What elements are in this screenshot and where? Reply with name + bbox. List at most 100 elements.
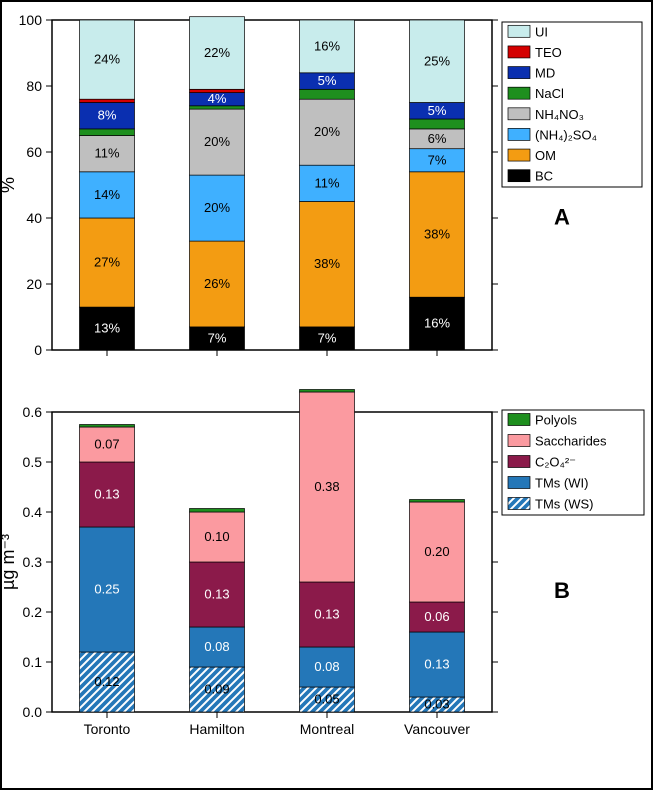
legend-label: TMs (WI) xyxy=(535,476,588,491)
bar-value-label: 26% xyxy=(204,276,230,291)
x-category-label: Montreal xyxy=(300,721,354,737)
bar-value-label: 0.06 xyxy=(424,609,449,624)
ytick-label: 80 xyxy=(26,78,42,94)
legend-label: BC xyxy=(535,169,553,184)
bar-value-label: 5% xyxy=(428,103,447,118)
chart-svg: 0 20 40 60 80 100% 13% 27% 14% 11% 8% 24% 7% 26% 20% 20… xyxy=(2,2,653,792)
ytick-label: 0.4 xyxy=(23,504,43,520)
ytick-label: 60 xyxy=(26,144,42,160)
x-category-label: Hamilton xyxy=(189,721,244,737)
legend-label: UI xyxy=(535,24,548,39)
legend-label: TMs (WS) xyxy=(535,497,593,512)
legend-label: Saccharides xyxy=(535,434,607,449)
legend-label: NH₄NO₃ xyxy=(535,107,584,122)
bar-value-label: 0.03 xyxy=(424,697,449,712)
ytick-label: 0.6 xyxy=(23,404,43,420)
legend-label: NaCl xyxy=(535,86,564,101)
bar-value-label: 0.07 xyxy=(94,437,119,452)
bar-seg-Polyols xyxy=(300,390,355,393)
ytick-label: 0.2 xyxy=(23,604,43,620)
bar-value-label: 14% xyxy=(94,187,120,202)
bar-value-label: 16% xyxy=(314,38,340,53)
bar-value-label: 0.10 xyxy=(204,529,229,544)
bar-seg-NaCl xyxy=(300,89,355,99)
bar-value-label: 20% xyxy=(204,200,230,215)
bar-seg-Polyols xyxy=(410,500,465,503)
ytick-label: 40 xyxy=(26,210,42,226)
bar-seg-NaCl xyxy=(410,119,465,129)
bar-value-label: 0.38 xyxy=(314,479,339,494)
bar-seg-Polyols xyxy=(80,425,135,428)
panel-letter: A xyxy=(554,205,570,230)
legend-swatch xyxy=(508,477,530,489)
bar-seg-Polyols xyxy=(190,509,245,513)
bar-value-label: 0.08 xyxy=(204,639,229,654)
bar-value-label: 0.09 xyxy=(204,682,229,697)
bar-value-label: 20% xyxy=(204,134,230,149)
legend-swatch xyxy=(508,498,530,510)
bar-seg-NaCl xyxy=(80,129,135,136)
legend-label: MD xyxy=(535,66,555,81)
ytick-label: 100 xyxy=(19,12,43,28)
bar-value-label: 24% xyxy=(94,52,120,67)
legend-swatch xyxy=(508,149,530,161)
x-category-label: Vancouver xyxy=(404,721,470,737)
ytick-label: 0.5 xyxy=(23,454,43,470)
ytick-label: 0.1 xyxy=(23,654,43,670)
legend-swatch xyxy=(508,46,530,58)
bar-value-label: 7% xyxy=(428,152,447,167)
legend-label: (NH₄)₂SO₄ xyxy=(535,127,597,142)
bar-value-label: 0.13 xyxy=(424,657,449,672)
bar-seg-TEO xyxy=(80,99,135,102)
bar-value-label: 20% xyxy=(314,124,340,139)
bar-value-label: 0.13 xyxy=(204,587,229,602)
panel-A: 0 20 40 60 80 100% 13% 27% 14% 11% 8% 24% 7% 26% 20% 20… xyxy=(2,12,642,358)
bar-value-label: 16% xyxy=(424,316,450,331)
legend-swatch xyxy=(508,456,530,468)
bar-value-label: 0.13 xyxy=(94,487,119,502)
x-category-label: Toronto xyxy=(84,721,131,737)
bar-value-label: 0.05 xyxy=(314,692,339,707)
bar-value-label: 5% xyxy=(318,73,337,88)
bar-value-label: 13% xyxy=(94,321,120,336)
panel-B: 0.0 0.1 0.2 0.3 0.4 0.5 0.6 µg m⁻³ 0.12 0.25 0.13 0… xyxy=(2,390,644,738)
legend-label: OM xyxy=(535,148,556,163)
bar-value-label: 22% xyxy=(204,45,230,60)
bar-value-label: 6% xyxy=(428,131,447,146)
bar-value-label: 0.13 xyxy=(314,607,339,622)
bar-value-label: 0.20 xyxy=(424,544,449,559)
y-axis-label: µg m⁻³ xyxy=(2,534,18,590)
legend-swatch xyxy=(508,128,530,140)
bar-value-label: 11% xyxy=(94,146,119,161)
bar-value-label: 25% xyxy=(424,53,450,68)
legend-swatch xyxy=(508,414,530,426)
bar-value-label: 11% xyxy=(314,175,339,190)
bar-value-label: 7% xyxy=(318,330,337,345)
ytick-label: 0 xyxy=(34,342,42,358)
ytick-label: 0.0 xyxy=(23,704,43,720)
bar-seg-NaCl xyxy=(190,106,245,109)
bar-value-label: 38% xyxy=(314,256,340,271)
legend-swatch xyxy=(508,25,530,37)
legend-swatch xyxy=(508,67,530,79)
bar-value-label: 38% xyxy=(424,227,450,242)
legend-label: C₂O₄²⁻ xyxy=(535,455,576,470)
bar-value-label: 4% xyxy=(208,91,227,106)
bar-value-label: 7% xyxy=(208,330,227,345)
panel-letter: B xyxy=(554,578,570,603)
legend-swatch xyxy=(508,87,530,99)
bar-value-label: 0.25 xyxy=(94,582,119,597)
legend-swatch xyxy=(508,170,530,182)
bar-value-label: 0.12 xyxy=(94,674,119,689)
y-axis-label: % xyxy=(2,177,18,193)
bar-value-label: 27% xyxy=(94,255,120,270)
legend-label: Polyols xyxy=(535,413,577,428)
legend-swatch xyxy=(508,108,530,120)
legend-label: TEO xyxy=(535,45,562,60)
ytick-label: 0.3 xyxy=(23,554,43,570)
bar-seg-TEO xyxy=(190,89,245,92)
legend-swatch xyxy=(508,435,530,447)
ytick-label: 20 xyxy=(26,276,42,292)
bar-value-label: 8% xyxy=(98,108,117,123)
bar-value-label: 0.08 xyxy=(314,659,339,674)
